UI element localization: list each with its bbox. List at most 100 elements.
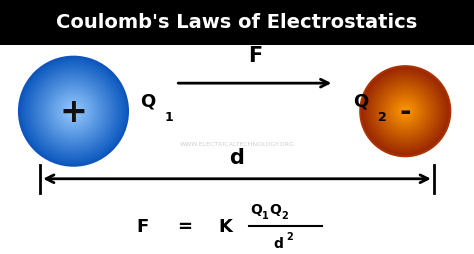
Ellipse shape	[71, 109, 76, 115]
Ellipse shape	[56, 94, 91, 129]
Text: d: d	[273, 236, 283, 250]
Ellipse shape	[34, 72, 113, 151]
Ellipse shape	[378, 85, 432, 139]
Ellipse shape	[381, 87, 430, 136]
Ellipse shape	[400, 106, 411, 117]
Ellipse shape	[35, 74, 112, 150]
Text: F: F	[136, 217, 148, 235]
Ellipse shape	[364, 70, 447, 153]
Ellipse shape	[19, 57, 128, 166]
Ellipse shape	[49, 87, 98, 136]
Ellipse shape	[42, 81, 105, 143]
Ellipse shape	[45, 83, 102, 140]
Ellipse shape	[64, 102, 83, 121]
Ellipse shape	[375, 82, 436, 142]
Ellipse shape	[27, 66, 120, 158]
Text: 2: 2	[378, 110, 386, 123]
Text: Q: Q	[140, 93, 155, 110]
Text: 1: 1	[262, 210, 269, 220]
Ellipse shape	[368, 75, 442, 149]
Ellipse shape	[372, 78, 439, 145]
Ellipse shape	[46, 85, 100, 139]
Ellipse shape	[72, 110, 75, 113]
Ellipse shape	[39, 78, 108, 146]
Ellipse shape	[63, 101, 84, 123]
Ellipse shape	[30, 68, 117, 155]
Ellipse shape	[24, 63, 122, 161]
Ellipse shape	[58, 97, 89, 127]
Ellipse shape	[387, 94, 423, 130]
Ellipse shape	[38, 76, 109, 147]
Ellipse shape	[53, 91, 94, 132]
Ellipse shape	[60, 98, 87, 125]
Text: F: F	[248, 46, 262, 66]
Ellipse shape	[26, 64, 121, 159]
Bar	[0, 0, 474, 46]
Ellipse shape	[41, 79, 106, 144]
Ellipse shape	[365, 71, 446, 152]
Ellipse shape	[20, 59, 127, 165]
Ellipse shape	[44, 82, 103, 142]
Ellipse shape	[396, 103, 414, 121]
Ellipse shape	[404, 111, 406, 113]
Ellipse shape	[388, 95, 422, 129]
Text: d: d	[229, 148, 245, 167]
Text: Q: Q	[250, 202, 262, 216]
Ellipse shape	[31, 70, 116, 154]
Ellipse shape	[391, 97, 420, 126]
Ellipse shape	[23, 61, 124, 162]
Ellipse shape	[361, 68, 449, 155]
Ellipse shape	[50, 89, 97, 135]
Ellipse shape	[397, 104, 413, 120]
Ellipse shape	[367, 74, 444, 150]
Ellipse shape	[69, 108, 78, 116]
Ellipse shape	[363, 69, 448, 154]
Text: 2: 2	[286, 231, 292, 241]
Text: Coulomb's Laws of Electrostatics: Coulomb's Laws of Electrostatics	[56, 13, 418, 32]
Ellipse shape	[374, 80, 437, 143]
Ellipse shape	[360, 67, 450, 157]
Ellipse shape	[377, 84, 433, 140]
Ellipse shape	[402, 108, 409, 115]
Text: Q: Q	[353, 93, 368, 110]
Ellipse shape	[373, 79, 438, 144]
Ellipse shape	[395, 102, 415, 122]
Text: 1: 1	[164, 110, 173, 123]
Ellipse shape	[22, 60, 125, 163]
Text: =: =	[177, 217, 192, 235]
Ellipse shape	[401, 107, 410, 116]
Ellipse shape	[392, 98, 419, 125]
Ellipse shape	[393, 99, 418, 124]
Ellipse shape	[47, 86, 100, 138]
Ellipse shape	[386, 93, 424, 131]
Ellipse shape	[385, 92, 426, 132]
Ellipse shape	[55, 93, 92, 131]
Text: K: K	[218, 217, 232, 235]
Text: Q: Q	[269, 202, 281, 216]
Ellipse shape	[384, 90, 427, 133]
Ellipse shape	[68, 106, 79, 117]
Ellipse shape	[33, 71, 114, 152]
Ellipse shape	[394, 101, 417, 123]
Ellipse shape	[383, 89, 428, 134]
Ellipse shape	[52, 90, 95, 134]
Ellipse shape	[67, 105, 80, 119]
Ellipse shape	[366, 72, 445, 151]
Ellipse shape	[28, 67, 118, 156]
Ellipse shape	[376, 83, 435, 141]
Ellipse shape	[57, 96, 90, 128]
Text: 2: 2	[282, 210, 288, 220]
Ellipse shape	[390, 96, 421, 128]
Ellipse shape	[369, 76, 441, 148]
Ellipse shape	[370, 77, 440, 147]
Ellipse shape	[382, 88, 429, 135]
Ellipse shape	[379, 86, 431, 138]
Ellipse shape	[65, 104, 82, 120]
Text: +: +	[60, 95, 87, 128]
Text: -: -	[400, 98, 411, 126]
Ellipse shape	[403, 109, 408, 114]
Ellipse shape	[36, 75, 110, 148]
Ellipse shape	[61, 100, 86, 124]
Text: WWW.ELECTRICALTECHNOLOGY.ORG: WWW.ELECTRICALTECHNOLOGY.ORG	[180, 141, 294, 146]
Ellipse shape	[399, 105, 412, 118]
